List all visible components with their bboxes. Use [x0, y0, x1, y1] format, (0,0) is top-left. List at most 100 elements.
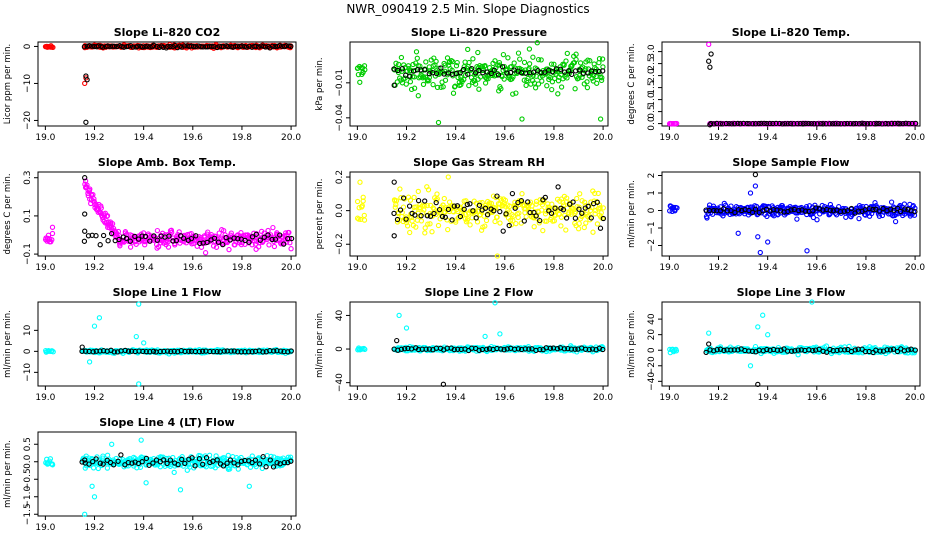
data-point	[731, 120, 738, 127]
data-point	[127, 238, 133, 244]
plot-frame	[37, 41, 297, 127]
data-point	[415, 93, 421, 99]
data-point	[397, 186, 403, 192]
data-point	[482, 333, 488, 340]
data-point	[394, 337, 400, 344]
y-tick-label: 40	[335, 309, 345, 321]
data-point	[408, 86, 415, 93]
data-point	[511, 60, 517, 66]
x-tick-label: 19.8	[232, 133, 252, 143]
data-point	[706, 330, 712, 336]
panel-title: Slope Li–820 Temp.	[732, 26, 851, 39]
data-point	[252, 241, 259, 247]
data-point	[139, 459, 145, 465]
data-point	[413, 224, 419, 230]
data-point	[476, 202, 483, 208]
data-point	[189, 455, 195, 461]
data-point	[835, 120, 841, 127]
data-point	[755, 234, 761, 240]
data-point	[232, 242, 238, 248]
data-point	[547, 345, 554, 351]
data-point	[221, 455, 227, 461]
data-point	[847, 120, 854, 127]
data-point	[288, 235, 295, 242]
data-point	[249, 453, 255, 459]
data-point	[841, 208, 847, 214]
data-point	[523, 82, 529, 89]
data-point	[876, 208, 883, 214]
panel-title: Slope Li–820 CO2	[114, 26, 221, 39]
y-tick-label: 0	[647, 207, 657, 213]
data-point	[166, 233, 172, 239]
data-point	[439, 213, 446, 220]
data-point	[563, 58, 569, 64]
x-tick-label: 19.0	[347, 393, 367, 403]
data-point	[794, 216, 800, 222]
data-point	[278, 348, 284, 354]
data-point	[735, 347, 741, 353]
data-point	[129, 460, 135, 466]
data-point	[877, 348, 883, 354]
data-point	[501, 76, 507, 82]
data-point	[752, 171, 759, 178]
data-point	[461, 76, 467, 83]
data-point	[560, 207, 567, 213]
data-point	[735, 207, 742, 213]
panel-8: Slope Line 2 Flow ml/min per min. 19.0 19.2…	[315, 286, 613, 403]
data-point	[884, 347, 890, 353]
data-point	[706, 41, 712, 48]
x-tick-label: 19.2	[84, 393, 104, 403]
data-point	[418, 213, 424, 219]
x-tick-label: 19.6	[183, 133, 203, 143]
data-point	[235, 462, 241, 468]
data-point	[118, 452, 124, 458]
y-tick-label: 1.0	[647, 92, 657, 107]
y-tick-label: −0.01	[335, 69, 345, 97]
data-point	[100, 453, 106, 459]
data-point	[431, 206, 437, 212]
data-point	[512, 205, 518, 211]
data-point	[209, 43, 215, 50]
data-point	[50, 349, 56, 355]
data-point	[510, 213, 517, 219]
data-point	[391, 179, 397, 185]
data-point	[903, 120, 909, 126]
data-point	[770, 120, 776, 127]
data-point	[221, 348, 227, 354]
data-point	[249, 242, 255, 248]
data-point	[555, 91, 561, 97]
data-point	[394, 216, 401, 223]
data-point	[755, 324, 761, 330]
data-point	[91, 323, 98, 329]
data-point	[800, 120, 806, 127]
data-point	[859, 120, 865, 126]
data-point	[740, 120, 747, 127]
data-point	[750, 121, 756, 127]
y-tick-label: 1	[647, 190, 657, 196]
data-point	[361, 345, 367, 352]
data-point	[288, 43, 294, 50]
data-point	[819, 202, 825, 209]
data-point	[444, 55, 451, 61]
x-tick-label: 19.4	[134, 263, 154, 273]
x-tick-label: 19.8	[232, 263, 252, 273]
data-point	[600, 215, 607, 222]
data-point	[222, 232, 228, 238]
data-points	[666, 41, 919, 128]
data-point	[426, 346, 433, 352]
x-tick-label: 19.8	[544, 133, 564, 143]
data-point	[100, 232, 107, 239]
data-point	[535, 81, 542, 87]
data-point	[422, 67, 428, 73]
data-point	[168, 227, 175, 233]
data-point	[596, 56, 603, 62]
data-point	[433, 199, 439, 206]
data-point	[856, 215, 862, 222]
data-point	[397, 207, 404, 213]
data-point	[737, 121, 743, 127]
data-point	[196, 348, 203, 355]
data-point	[707, 122, 713, 128]
y-tick-label: 0.5	[23, 437, 33, 451]
data-point	[407, 229, 413, 236]
x-tick-label: 20.0	[905, 133, 925, 143]
